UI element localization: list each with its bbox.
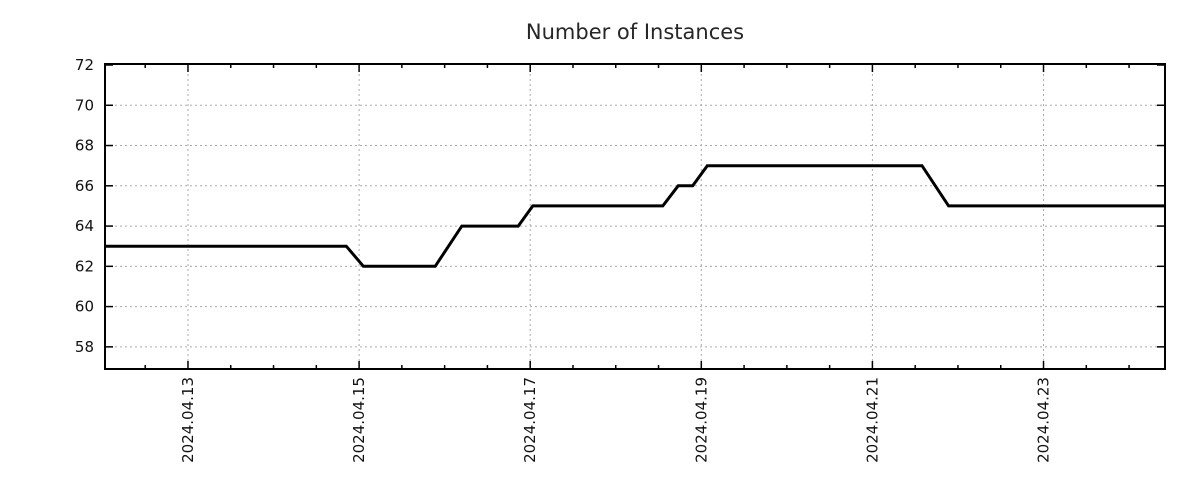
- plot-border: [104, 63, 1166, 370]
- x-tick-label: 2024.04.23: [1035, 377, 1053, 463]
- x-tick-label: 2024.04.19: [692, 377, 710, 463]
- y-tick-label: 58: [75, 338, 94, 356]
- y-tick-label: 72: [75, 56, 94, 74]
- chart-title: Number of Instances: [526, 20, 744, 44]
- y-tick-label: 70: [75, 96, 94, 114]
- y-tick-label: 60: [75, 298, 94, 316]
- y-tick-label: 68: [75, 137, 94, 155]
- y-tick-label: 64: [75, 217, 94, 235]
- x-tick-label: 2024.04.15: [350, 377, 368, 463]
- x-tick-label: 2024.04.21: [863, 377, 881, 463]
- y-tick-label: 62: [75, 257, 94, 275]
- y-tick-label: 66: [75, 177, 94, 195]
- x-tick-label: 2024.04.17: [521, 377, 539, 463]
- data-line: [105, 164, 1165, 268]
- x-tick-label: 2024.04.13: [179, 377, 197, 463]
